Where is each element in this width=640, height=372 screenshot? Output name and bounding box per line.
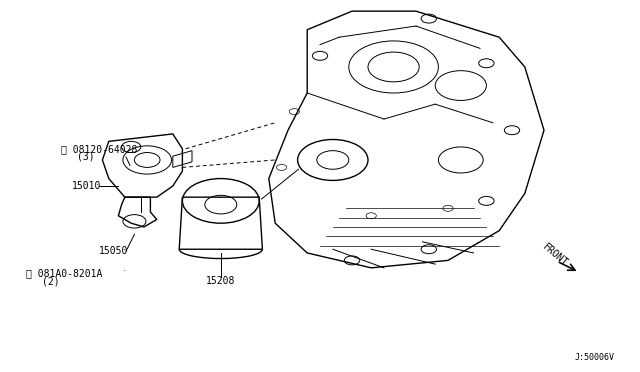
Text: (2): (2) <box>42 277 60 286</box>
Text: Ⓑ 08120-64028: Ⓑ 08120-64028 <box>61 144 137 154</box>
Text: Ⓑ 081A0-8201A: Ⓑ 081A0-8201A <box>26 269 102 278</box>
Text: 15010: 15010 <box>72 181 101 191</box>
Text: 15208: 15208 <box>206 276 236 286</box>
Text: (3): (3) <box>77 152 95 162</box>
Text: J:50006V: J:50006V <box>575 353 614 362</box>
Text: FRONT: FRONT <box>541 241 570 268</box>
Text: 15050: 15050 <box>99 246 129 256</box>
